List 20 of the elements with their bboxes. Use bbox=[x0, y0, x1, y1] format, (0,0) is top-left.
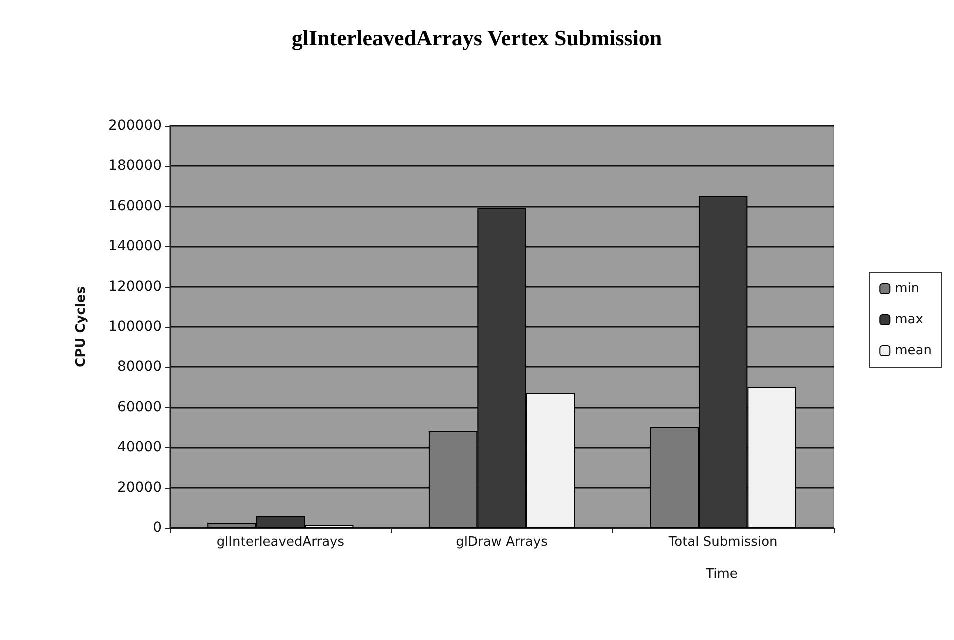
y-tick-label: 20000 bbox=[117, 480, 162, 496]
legend-label: mean bbox=[895, 344, 932, 358]
chart-title: glInterleavedArrays Vertex Submission bbox=[292, 26, 662, 50]
y-tick-label: 100000 bbox=[108, 319, 162, 335]
y-tick-label: 40000 bbox=[117, 440, 162, 456]
legend-label: max bbox=[895, 312, 924, 328]
y-tick-label: 60000 bbox=[117, 399, 162, 416]
x-tick-label: glDraw Arrays bbox=[456, 535, 548, 550]
y-tick-label: 180000 bbox=[108, 158, 162, 174]
x-tick-label: Total Submission bbox=[668, 535, 778, 550]
legend-label: min bbox=[895, 282, 920, 296]
y-tick-label: 80000 bbox=[117, 359, 162, 376]
y-axis-title: CPU Cycles bbox=[74, 286, 89, 368]
y-tick-label: 120000 bbox=[108, 278, 162, 295]
x-axis-title: Time bbox=[705, 567, 738, 582]
y-tick-label: 140000 bbox=[108, 238, 162, 255]
x-tick-label: glInterleavedArrays bbox=[216, 535, 345, 550]
y-tick-label: 200000 bbox=[108, 118, 162, 134]
y-tick-label: 160000 bbox=[108, 198, 162, 214]
y-tick-label: 0 bbox=[153, 520, 162, 536]
